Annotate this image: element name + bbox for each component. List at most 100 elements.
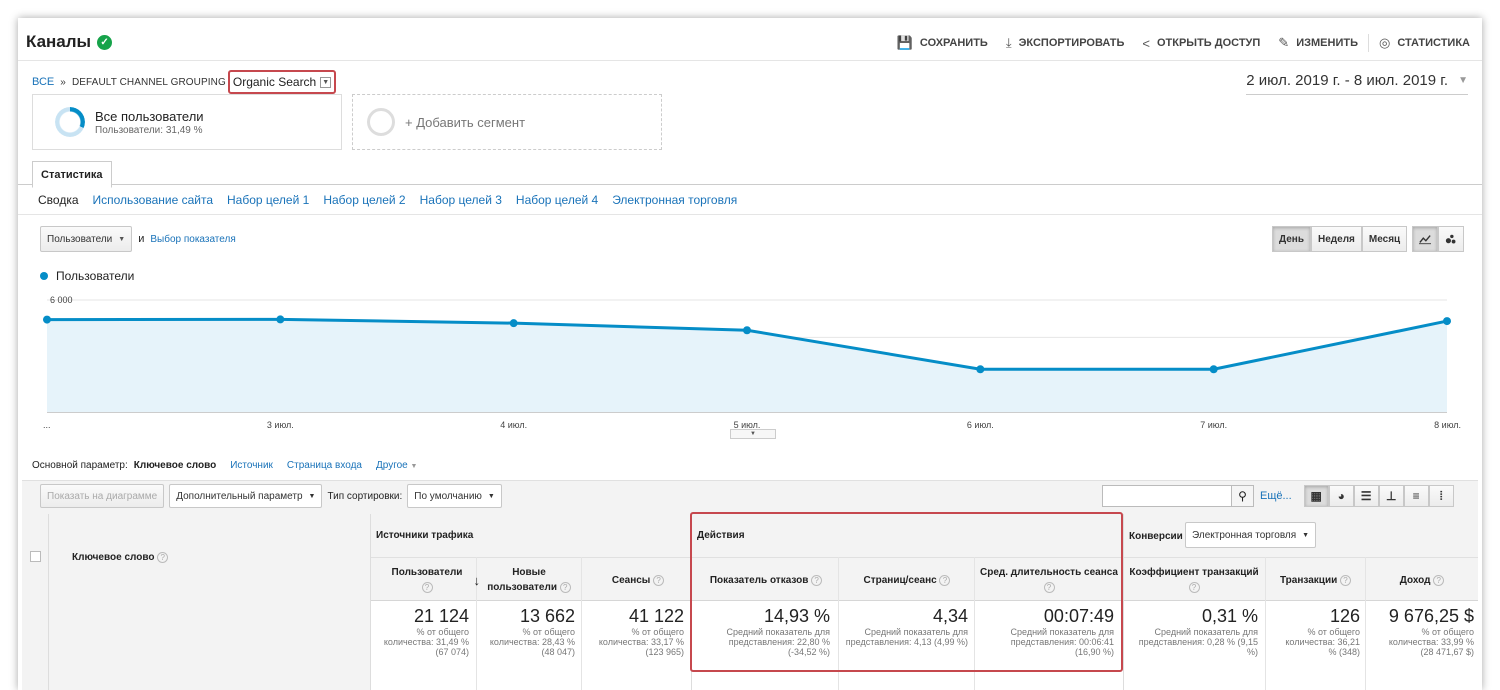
data-point (276, 315, 285, 324)
comparison-view-icon[interactable]: ⊥ (1378, 485, 1404, 507)
dimension-header[interactable]: Ключевое слово ? (72, 552, 169, 563)
segment-all-users[interactable]: Все пользователи Пользователи: 31,49 % (32, 94, 342, 150)
help-icon: ? (1433, 575, 1445, 586)
subtab-ecommerce[interactable]: Электронная торговля (612, 193, 738, 207)
table-controls-right: ⚲ Ещё... ▦ ◕ ☰ ⊥ ≡ ⦙ (1102, 485, 1454, 507)
pie-view-icon[interactable]: ◕ (1328, 485, 1354, 507)
col-pages-per-session[interactable]: Страниц/сеанс ? (844, 575, 970, 586)
month-button[interactable]: Месяц (1361, 226, 1408, 252)
total-revenue: 9 676,25 $% от общего количества: 33,99 … (1388, 606, 1474, 657)
x-tick-label: ... (43, 420, 51, 430)
total-transactions: 126% от общего количества: 36,21 % (348) (1285, 606, 1360, 657)
bar-view-icon[interactable]: ☰ (1353, 485, 1379, 507)
subtab-summary[interactable]: Сводка (38, 193, 79, 207)
segment-ring-icon (55, 107, 85, 137)
data-point (509, 319, 518, 328)
col-avg-session-duration[interactable]: Сред. длительность сеанса? (980, 567, 1118, 593)
subtab-goal-set-4[interactable]: Набор целей 4 (515, 193, 599, 207)
data-point (1443, 317, 1451, 326)
week-button[interactable]: Неделя (1311, 226, 1362, 252)
table-search-input[interactable] (1102, 485, 1232, 507)
pivot-view-icon[interactable]: ⦙ (1428, 485, 1454, 507)
breadcrumb-all[interactable]: ВСЕ (32, 76, 55, 88)
help-icon: ? (1340, 575, 1352, 586)
x-tick-label: 8 июл. (1434, 420, 1461, 430)
table-controls-left: Показать на диаграмме Дополнительный пар… (40, 484, 502, 508)
select-metric-link[interactable]: Выбор показателя (150, 233, 236, 245)
x-tick-label: 3 июл. (267, 420, 294, 430)
dim-keyword[interactable]: Ключевое слово (133, 460, 217, 471)
tab-statistics[interactable]: Статистика (32, 161, 112, 188)
col-revenue[interactable]: Доход ? (1368, 575, 1476, 586)
insights-button[interactable]: ◎ СТАТИСТИКА (1378, 35, 1470, 50)
sort-type-select[interactable]: По умолчанию ▼ (407, 484, 502, 508)
help-icon: ? (811, 575, 823, 586)
term-cloud-view-icon[interactable]: ≡ (1403, 485, 1429, 507)
table-view-icon[interactable]: ▦ (1303, 485, 1329, 507)
chevron-down-icon: ▼ (1302, 531, 1310, 539)
chevron-down-icon: ▼ (320, 76, 332, 88)
report-tabs: Статистика (32, 161, 112, 188)
users-line-chart: 6 0004 0002 000...3 июл.4 июл.5 июл.6 ию… (43, 295, 1461, 430)
add-segment-button[interactable]: + Добавить сегмент (352, 94, 662, 150)
chevron-down-icon: ▼ (487, 492, 495, 500)
col-ecommerce-rate[interactable]: Коэффициент транзакций? (1129, 567, 1259, 593)
subtab-goal-set-2[interactable]: Набор целей 2 (323, 193, 406, 207)
dim-source[interactable]: Источник (230, 460, 273, 471)
col-new-users[interactable]: Новые пользователи ? (480, 565, 578, 595)
subtab-site-usage[interactable]: Использование сайта (92, 193, 214, 207)
subtab-goal-set-1[interactable]: Набор целей 1 (227, 193, 310, 207)
data-point (743, 326, 751, 335)
help-icon: ? (421, 582, 433, 593)
edit-button[interactable]: ✎ ИЗМЕНИТЬ (1278, 35, 1358, 50)
data-point (976, 365, 985, 374)
plot-rows-button[interactable]: Показать на диаграмме (40, 484, 165, 508)
export-button[interactable]: ⤓ ЭКСПОРТИРОВАТЬ (1005, 35, 1125, 50)
sort-arrow-down-icon: ↓ (473, 573, 481, 588)
help-icon: ? (1188, 582, 1200, 593)
segment-percent: Пользователи: 31,49 % (95, 124, 203, 136)
metric-controls: Пользователи ▼ и Выбор показателя (40, 226, 236, 252)
chevron-down-icon: ▼ (1458, 75, 1468, 86)
date-range-picker[interactable]: 2 июл. 2019 г. - 8 июл. 2019 г. ▼ (1246, 72, 1468, 95)
chevron-down-icon: ▼ (308, 492, 316, 500)
col-transactions[interactable]: Транзакции ? (1268, 575, 1363, 586)
empty-ring-icon (367, 108, 395, 136)
more-link[interactable]: Ещё... (1260, 490, 1292, 502)
chart-collapse-handle[interactable]: ▼ (730, 429, 776, 439)
line-chart-icon[interactable] (1412, 226, 1438, 252)
conversion-type-select[interactable]: Электронная торговля ▼ (1185, 522, 1317, 548)
metric-select[interactable]: Пользователи ▼ (40, 226, 133, 252)
motion-chart-icon[interactable] (1438, 226, 1464, 252)
total-sessions: 41 122% от общего количества: 33,17 % (1… (598, 606, 684, 657)
secondary-dimension-select[interactable]: Дополнительный параметр ▼ (169, 484, 323, 508)
subtab-divider (18, 214, 1482, 215)
col-users[interactable]: Пользователи? ↓ (391, 567, 480, 593)
breadcrumb: ВСЕ » DEFAULT CHANNEL GROUPING Organic S… (32, 70, 337, 94)
group-behavior: Действия (697, 530, 745, 541)
help-icon: ? (1043, 582, 1055, 593)
total-new-users: 13 662% от общего количества: 28,43 % (4… (489, 606, 575, 657)
report-toolbar: 💾 СОХРАНИТЬ ⤓ ЭКСПОРТИРОВАТЬ < ОТКРЫТЬ ДОСТ… (897, 34, 1470, 52)
header-divider (18, 60, 1482, 61)
total-bounce-rate: 14,93 % Средний показатель для представле… (726, 606, 831, 657)
col-bounce-rate[interactable]: Показатель отказов ? (698, 575, 834, 586)
share-button[interactable]: < ОТКРЫТЬ ДОСТУП (1142, 35, 1261, 51)
breadcrumb-separator: » (60, 76, 66, 88)
select-all-checkbox[interactable] (30, 551, 41, 562)
help-icon: ? (653, 575, 665, 586)
channel-selector[interactable]: Organic Search ▼ (227, 70, 337, 94)
dim-other[interactable]: Другое ▼ (375, 460, 418, 471)
save-button[interactable]: 💾 СОХРАНИТЬ (896, 35, 988, 50)
y-tick-label: 6 000 (50, 295, 73, 305)
total-users: 21 124% от общего количества: 31,49 % (6… (383, 606, 469, 657)
download-icon: ⤓ (1005, 35, 1012, 50)
day-button[interactable]: День (1272, 226, 1311, 252)
search-icon[interactable]: ⚲ (1232, 485, 1254, 507)
page-title: Каналы ✓ (26, 32, 113, 52)
subtab-goal-set-3[interactable]: Набор целей 3 (419, 193, 502, 207)
dim-landing-page[interactable]: Страница входа (286, 460, 362, 471)
col-sessions[interactable]: Сеансы ? (588, 575, 688, 586)
floppy-icon: 💾 (896, 35, 913, 50)
primary-dimension-bar: Основной параметр: Ключевое слово Источн… (32, 460, 418, 471)
